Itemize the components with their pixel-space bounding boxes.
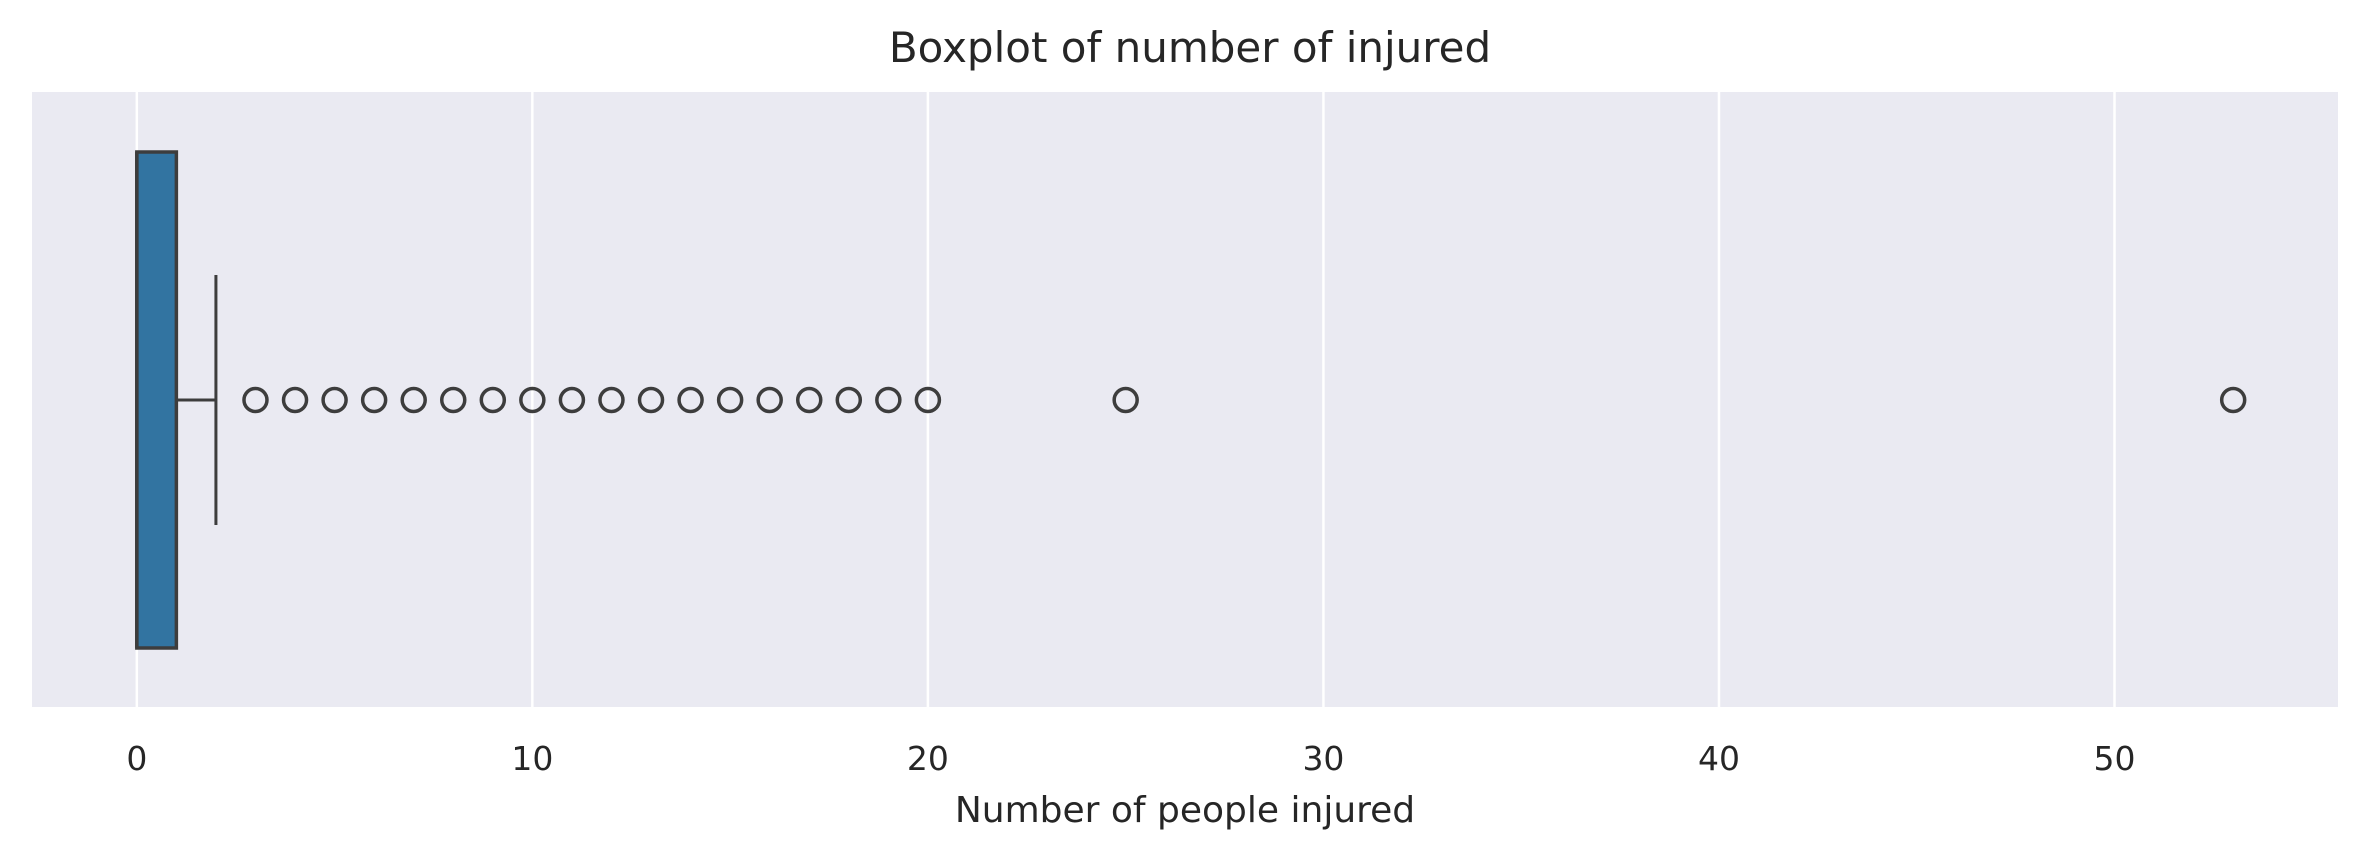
outlier-point <box>242 386 269 414</box>
outlier-point <box>1112 386 1139 414</box>
outlier-point <box>716 386 744 414</box>
outlier-point <box>756 386 783 414</box>
outlier-point <box>360 386 388 414</box>
outlier-point <box>400 386 427 414</box>
outlier-points <box>242 386 2247 414</box>
outlier-point <box>2219 386 2247 414</box>
chart-title: Boxplot of number of injured <box>889 23 1491 72</box>
x-tick-label-40: 40 <box>1698 739 1740 778</box>
box-group <box>135 150 218 650</box>
x-axis-label: Number of people injured <box>955 790 1415 831</box>
outlier-point <box>479 386 507 414</box>
outlier-point <box>795 386 823 414</box>
x-tick-label-30: 30 <box>1302 739 1344 778</box>
x-tick-label-50: 50 <box>2094 739 2136 778</box>
outlier-point <box>677 386 704 414</box>
outlier-point <box>281 386 309 414</box>
outlier-point <box>598 386 625 414</box>
outlier-point <box>835 386 863 414</box>
x-tick-label-0: 0 <box>126 739 147 778</box>
outlier-point <box>875 386 902 414</box>
outlier-point <box>440 386 467 414</box>
x-tick-label-10: 10 <box>511 739 553 778</box>
outlier-point <box>321 386 348 414</box>
plot-area <box>32 92 2338 707</box>
outlier-point <box>914 386 942 414</box>
outlier-point <box>558 386 586 414</box>
x-axis-ticks: 0 10 20 30 40 50 <box>126 739 2135 778</box>
outlier-point <box>519 386 546 414</box>
interquartile-box <box>135 150 179 650</box>
x-tick-label-20: 20 <box>907 739 949 778</box>
outlier-point <box>637 386 665 414</box>
